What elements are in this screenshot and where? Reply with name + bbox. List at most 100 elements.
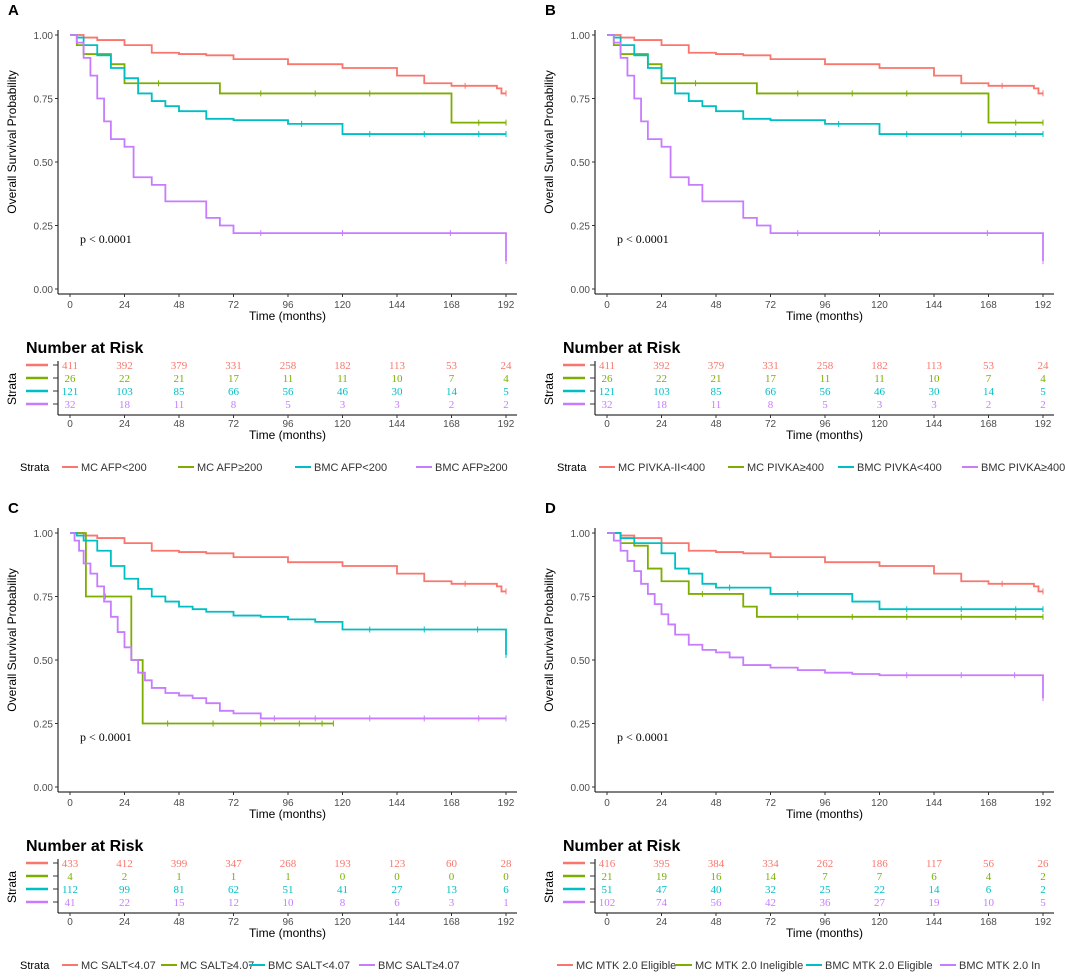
risk-x-tick-label: 96 (282, 419, 294, 430)
risk-table-title: Number at Risk (563, 838, 680, 855)
x-tick-label: 120 (871, 798, 888, 809)
y-tick-label: 0.75 (571, 593, 591, 604)
risk-count: 3 (340, 399, 346, 411)
x-tick-label: 120 (871, 300, 888, 311)
risk-count: 2 (986, 399, 992, 411)
y-tick-label: 0.25 (34, 720, 54, 731)
risk-count: 15 (174, 897, 186, 909)
x-tick-label: 24 (119, 300, 131, 311)
risk-count: 334 (762, 858, 779, 870)
x-tick-label: 96 (282, 798, 294, 809)
risk-count: 4 (67, 871, 73, 883)
risk-count: 16 (711, 871, 723, 883)
risk-count: 56 (283, 386, 295, 398)
x-tick-label: 72 (228, 300, 240, 311)
risk-x-tick-label: 96 (819, 419, 831, 430)
survival-curve-1 (70, 532, 506, 593)
risk-count: 411 (62, 360, 78, 372)
risk-count: 3 (449, 897, 455, 909)
x-axis-label: Time (months) (786, 807, 863, 821)
risk-count: 17 (228, 373, 240, 385)
x-tick-label: 24 (656, 798, 668, 809)
risk-count: 53 (446, 360, 458, 372)
x-tick-label: 48 (710, 798, 722, 809)
risk-count: 41 (65, 897, 76, 909)
risk-count: 18 (656, 399, 668, 411)
risk-x-axis-label: Time (months) (249, 926, 326, 940)
x-tick-label: 0 (604, 798, 610, 809)
x-tick-label: 192 (498, 798, 515, 809)
risk-count: 1 (285, 871, 291, 883)
legend-label: BMC PIVKA≥400 (981, 462, 1065, 474)
risk-count: 3 (931, 399, 937, 411)
survival-curve-1 (70, 34, 506, 95)
risk-count: 14 (983, 386, 995, 398)
y-tick-label: 0.00 (34, 285, 54, 296)
y-tick-label: 1.00 (571, 31, 591, 42)
legend-label: BMC PIVKA<400 (857, 462, 942, 474)
survival-curve-2 (607, 532, 1043, 618)
risk-x-tick-label: 0 (604, 917, 610, 928)
panel-a: A0.000.250.500.751.000 24 48 72 96 120 144 168 1… (5, 2, 517, 474)
legend-title: Strata (20, 960, 50, 972)
risk-count: 36 (820, 897, 832, 909)
survival-curve-3 (607, 34, 1043, 135)
p-value: p < 0.0001 (80, 232, 132, 246)
legend-label: BMC AFP≥200 (435, 462, 508, 474)
legend-label: MC MTK 2.0 Eligible (576, 960, 676, 972)
legend-label: MC PIVKA≥400 (747, 462, 824, 474)
x-tick-label: 144 (389, 300, 406, 311)
risk-count: 28 (501, 858, 513, 870)
x-tick-label: 144 (926, 300, 943, 311)
risk-count: 4 (1040, 373, 1046, 385)
risk-x-tick-label: 120 (871, 419, 888, 430)
risk-x-tick-label: 144 (926, 917, 943, 928)
risk-count: 347 (225, 858, 242, 870)
panel-d: D0.000.250.500.751.000 24 48 72 96 120 144 168 1… (542, 500, 1054, 972)
risk-count: 25 (820, 884, 832, 896)
legend-label: MC MTK 2.0 Ineligible (695, 960, 803, 972)
risk-count: 27 (392, 884, 404, 896)
risk-count: 32 (765, 884, 776, 896)
risk-table-title: Number at Risk (563, 340, 680, 357)
risk-count: 3 (394, 399, 400, 411)
legend-label: MC PIVKA-II<400 (618, 462, 705, 474)
x-tick-label: 120 (334, 798, 351, 809)
legend-title: Strata (20, 462, 50, 474)
survival-curve-1 (607, 34, 1043, 95)
x-tick-label: 72 (765, 300, 777, 311)
x-tick-label: 144 (389, 798, 406, 809)
risk-count: 19 (656, 871, 668, 883)
risk-count: 258 (280, 360, 297, 372)
risk-count: 6 (931, 871, 937, 883)
survival-curve-1 (607, 532, 1043, 593)
legend-label: MC AFP<200 (81, 462, 147, 474)
survival-curve-4 (607, 34, 1044, 262)
risk-count: 1 (176, 871, 182, 883)
risk-count: 11 (337, 373, 348, 385)
risk-count: 24 (1038, 360, 1050, 372)
risk-x-tick-label: 144 (389, 917, 406, 928)
y-tick-label: 0.75 (34, 95, 54, 106)
risk-x-tick-label: 24 (119, 917, 131, 928)
risk-count: 8 (768, 399, 774, 411)
x-tick-label: 72 (765, 798, 777, 809)
risk-count: 0 (503, 871, 509, 883)
risk-count: 81 (174, 884, 185, 896)
risk-x-axis-label: Time (months) (249, 428, 326, 442)
risk-count: 258 (817, 360, 834, 372)
risk-count: 182 (334, 360, 351, 372)
risk-x-tick-label: 72 (765, 419, 777, 430)
risk-count: 412 (116, 858, 133, 870)
risk-count: 5 (822, 399, 828, 411)
risk-x-tick-label: 72 (228, 419, 240, 430)
x-tick-label: 24 (119, 798, 131, 809)
risk-count: 2 (122, 871, 128, 883)
legend-label: MC SALT<4.07 (81, 960, 156, 972)
survival-curve-4 (70, 532, 506, 720)
y-tick-label: 0.50 (571, 656, 591, 667)
risk-count: 392 (653, 360, 670, 372)
risk-count: 62 (228, 884, 239, 896)
risk-count: 5 (1040, 386, 1046, 398)
